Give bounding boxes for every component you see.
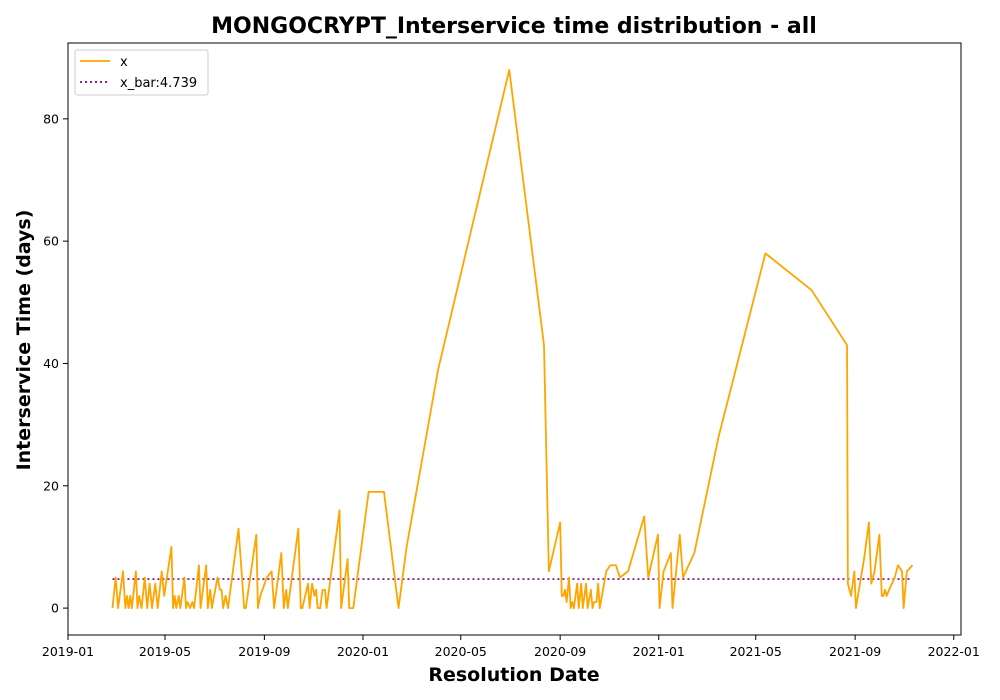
y-tick-label: 0 (51, 601, 59, 616)
x-tick-label: 2019-05 (139, 644, 191, 659)
y-tick-label: 40 (43, 356, 59, 371)
x-tick-label: 2019-09 (238, 644, 290, 659)
y-axis: 0 20 40 60 80 (43, 111, 68, 616)
legend: x x_bar:4.739 (74, 49, 209, 96)
x-tick-label: 2021-05 (730, 644, 782, 659)
x-tick-label: 2021-01 (633, 644, 685, 659)
plot-frame (67, 42, 962, 636)
x-axis-label: Resolution Date (428, 664, 599, 686)
x-tick-label: 2019-01 (42, 644, 94, 659)
y-tick-label: 60 (43, 234, 59, 249)
x-tick-label: 2020-01 (337, 644, 389, 659)
y-tick-label: 80 (43, 111, 59, 126)
y-axis-label: Interservice Time (days) (13, 210, 35, 471)
x-tick-label: 2022-01 (928, 644, 980, 659)
x-tick-label: 2020-05 (435, 644, 487, 659)
chart-title: MONGOCRYPT_Interservice time distributio… (211, 14, 817, 39)
y-tick-label: 20 (43, 478, 59, 493)
x-tick-label: 2020-09 (534, 644, 586, 659)
legend-label-x-bar: x_bar:4.739 (120, 76, 197, 91)
plot-area (111, 69, 914, 609)
series-line-x (111, 69, 914, 609)
x-axis: 2019-01 2019-05 2019-09 2020-01 2020-05 2020-… (42, 635, 980, 659)
x-tick-label: 2021-09 (829, 644, 881, 659)
legend-label-x: x (120, 55, 128, 70)
